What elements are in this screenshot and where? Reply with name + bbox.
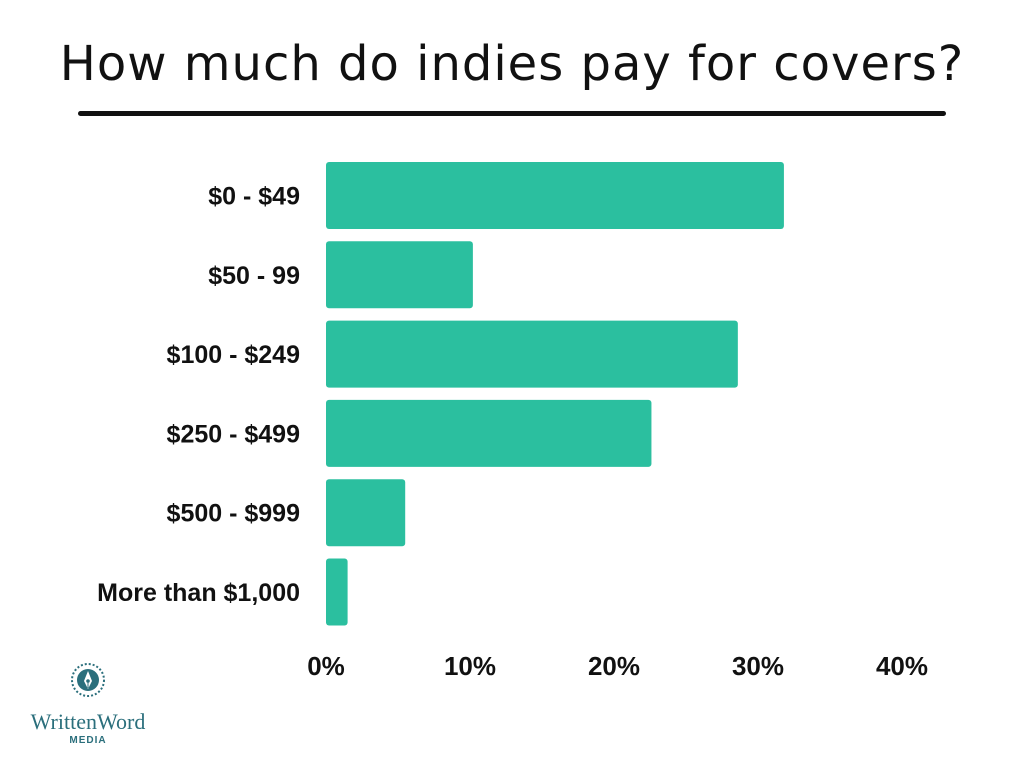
x-tick-label: 10% [444,651,496,681]
category-label: $50 - 99 [208,262,300,290]
bars-group [326,162,784,626]
chart-title: How much do indies pay for covers? [59,36,965,92]
bar [326,558,348,626]
category-label: $250 - $499 [167,420,300,448]
category-label: $500 - $999 [167,500,300,528]
bar [326,479,406,547]
x-tick-label: 20% [588,651,640,681]
x-tick-labels: 0% 10% 20% 30% 40% [307,651,928,681]
bar [326,320,738,388]
pen-nib-icon [71,663,105,697]
category-label: More than $1,000 [97,579,300,607]
category-label: $0 - $49 [208,183,300,211]
bar [326,399,652,467]
logo-brand-sub: MEDIA [69,735,107,746]
writtenword-logo: WrittenWord MEDIA [18,660,158,746]
x-tick-label: 30% [732,651,784,681]
category-label: $100 - $249 [167,341,300,369]
title-underline [78,111,946,116]
x-tick-label: 40% [876,651,928,681]
category-labels: $0 - $49 $50 - 99 $100 - $249 $250 - $499 $5… [97,183,300,608]
bar [326,241,473,309]
logo-brand-name: WrittenWord [30,709,146,734]
bar [326,162,784,229]
x-tick-label: 0% [307,651,345,681]
